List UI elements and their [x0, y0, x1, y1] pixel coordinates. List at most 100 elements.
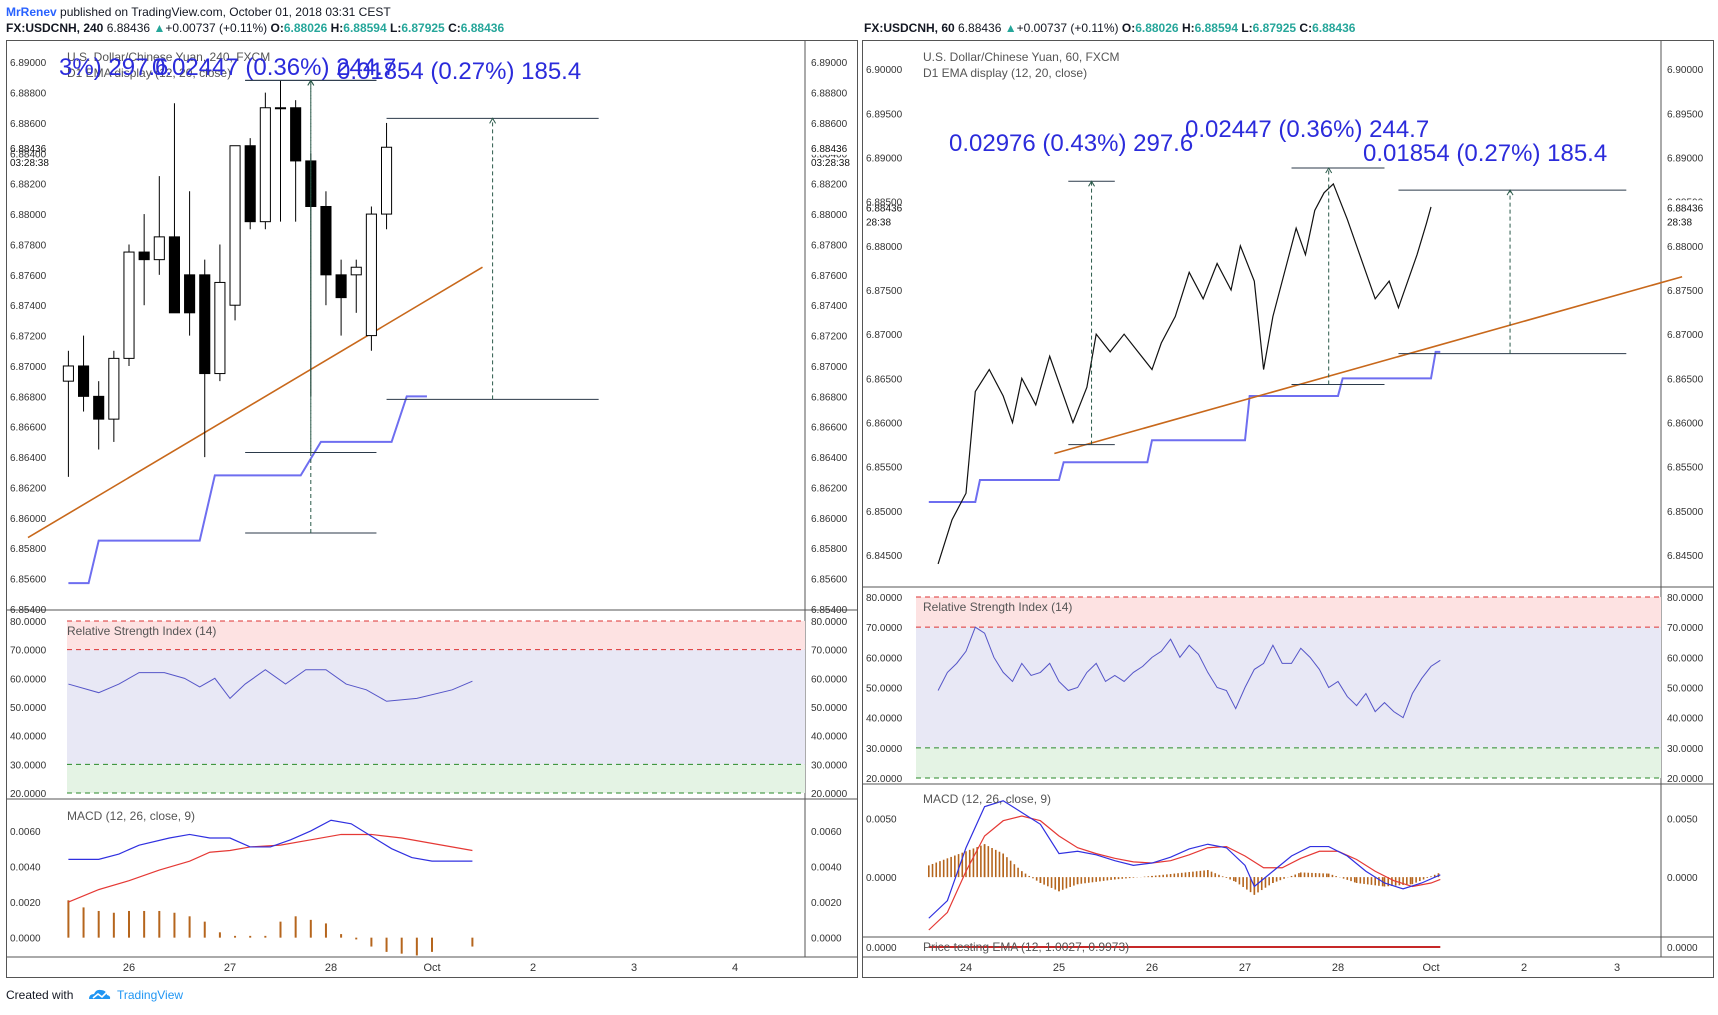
macd-line [928, 800, 1441, 919]
rsi-tick-label-left: 20.0000 [10, 789, 47, 800]
price-tick-label-left: 6.88500 [866, 198, 903, 209]
price-tick-label: 6.90000 [1667, 65, 1704, 76]
price-tick-label-left: 6.86600 [10, 423, 47, 434]
price-tick-label-left: 6.85000 [866, 507, 903, 518]
measure-arrow-icon [1506, 189, 1514, 196]
price-tick-label-left: 6.87200 [10, 332, 47, 343]
price-tick-label-left: 6.84500 [866, 551, 903, 562]
footer: Created with TradingView [0, 978, 600, 1008]
price-tick-label: 6.86600 [811, 423, 848, 434]
rsi-overbought-band [67, 621, 805, 650]
rsi-tick-label-left: 50.0000 [866, 684, 903, 695]
h-label: H: [1181, 21, 1195, 35]
macd-tick-label: 0.0040 [811, 862, 842, 873]
countdown-label-left: 28:38 [866, 217, 891, 228]
macd-tick-label-left: 0.0040 [10, 862, 41, 873]
rsi-tick-label-left: 70.0000 [10, 646, 47, 657]
price-tick-label-left: 6.85800 [10, 544, 47, 555]
macd-label: MACD (12, 26, close, 9) [923, 792, 1051, 806]
macd-tick-label: 0.0020 [811, 898, 842, 909]
rsi-tick-label-left: 30.0000 [10, 760, 47, 771]
candle-body [229, 145, 241, 306]
time-tick-label: Oct [1422, 962, 1439, 974]
rsi-tick-label-left: 30.0000 [866, 744, 903, 755]
price-tick-label-left: 6.87800 [10, 240, 47, 251]
rsi-tick-label-left: 40.0000 [866, 714, 903, 725]
left-change: +0.00737 (+0.11%) [165, 21, 268, 35]
price-tick-label: 6.88000 [811, 210, 848, 221]
time-tick-label: 3 [631, 962, 637, 974]
created-with-text: Created with [6, 988, 74, 1002]
price-tick-label: 6.86000 [811, 514, 848, 525]
macd-signal-line [68, 833, 473, 903]
candle-body [335, 274, 347, 299]
last-price-box [1662, 200, 1718, 215]
o-label: O: [1121, 21, 1136, 35]
candle-body [244, 145, 256, 223]
price-tick-label-left: 6.86400 [10, 453, 47, 464]
macd-tick-label-left: 0.0050 [866, 814, 897, 825]
price-tick-label-left: 6.87000 [10, 362, 47, 373]
left-symbol[interactable]: FX:USDCNH, 240 [6, 21, 104, 35]
candle-body [365, 213, 377, 337]
left-close: 6.88436 [460, 21, 505, 35]
author-link[interactable]: MrRenev [6, 5, 57, 19]
rsi-oversold-band [916, 747, 1661, 778]
rsi-tick-label: 20.0000 [811, 789, 848, 800]
tradingview-cloud-icon[interactable] [86, 986, 112, 1007]
tradingview-brand-link[interactable]: TradingView [117, 988, 184, 1002]
macd-signal-line [928, 815, 1441, 931]
price-tick-label-left: 6.85600 [10, 575, 47, 586]
left-chart[interactable]: 6.89000 6.89000 6.88800 6.88800 6.88600 6.886… [7, 41, 876, 977]
last-price-label: 6.88436 [1667, 203, 1704, 214]
rsi-mid-band [916, 627, 1661, 748]
rsi-tick-label-left: 50.0000 [10, 703, 47, 714]
macd-label: MACD (12, 26, close, 9) [67, 809, 195, 823]
price-tick-label-left: 6.89500 [866, 109, 903, 120]
candle-body [184, 274, 196, 314]
rsi-tick-label: 40.0000 [811, 732, 848, 743]
countdown-label: 03:28:38 [811, 158, 850, 169]
measure-label: 0.01854 (0.27%) 185.4 [337, 58, 581, 85]
last-price-label-left: 6.88436 [866, 203, 903, 214]
left-symbol-line: FX:USDCNH, 240 6.88436 ▲+0.00737 (+0.11%… [6, 21, 504, 35]
right-symbol[interactable]: FX:USDCNH, 60 [864, 21, 955, 35]
rsi-tick-label: 60.0000 [811, 674, 848, 685]
indicator-label: D1 EMA display (12, 20, close) [67, 66, 231, 80]
right-change: +0.00737 (+0.11%) [1016, 21, 1119, 35]
trendline [27, 266, 483, 539]
publish-line: MrRenev published on TradingView.com, Oc… [6, 5, 391, 19]
price-tick-label: 6.89000 [1667, 153, 1704, 164]
price-tick-label: 6.87000 [811, 362, 848, 373]
price-tick-label-left: 6.85500 [866, 463, 903, 474]
legend-title: U.S. Dollar/Chinese Yuan, 60, FXCM [923, 50, 1120, 64]
left-high: 6.88594 [343, 21, 387, 35]
rsi-tick-label: 80.0000 [811, 617, 848, 628]
rsi-tick-label: 60.0000 [1667, 653, 1704, 664]
rsi-label: Relative Strength Index (14) [67, 624, 216, 638]
candle-body [290, 107, 302, 162]
measure-label: 0.01854 (0.27%) 185.4 [1363, 140, 1607, 167]
right-close: 6.88436 [1312, 21, 1356, 35]
price-tick-label-left: 6.87400 [10, 301, 47, 312]
candle-body [381, 146, 393, 215]
rsi-tick-label: 50.0000 [811, 703, 848, 714]
price-testing-tick: 0.0000 [1667, 943, 1698, 954]
rsi-line [68, 669, 473, 702]
macd-line [68, 819, 473, 862]
price-tick-label: 6.86400 [811, 453, 848, 464]
rsi-tick-label-left: 80.0000 [10, 617, 47, 628]
candle-body [214, 281, 226, 375]
price-tick-label: 6.85400 [811, 605, 848, 616]
price-tick-label: 6.88000 [1667, 242, 1704, 253]
price-tick-label: 6.86200 [811, 483, 848, 494]
right-last-price: 6.88436 [958, 21, 1002, 35]
candle-body [320, 205, 332, 276]
price-tick-label-left: 6.88800 [10, 89, 47, 100]
measure-label: 0.02447 (0.36%) 244.7 [152, 54, 396, 81]
right-chart[interactable]: 6.90000 6.90000 6.89500 6.89500 6.89000 6.890… [863, 41, 1718, 977]
measure-label: 0.02976 (0.43%) 297.6 [949, 130, 1193, 157]
up-arrow-icon: ▲ [153, 21, 166, 35]
price-tick-label: 6.89500 [1667, 109, 1704, 120]
price-tick-label: 6.85000 [1667, 507, 1704, 518]
